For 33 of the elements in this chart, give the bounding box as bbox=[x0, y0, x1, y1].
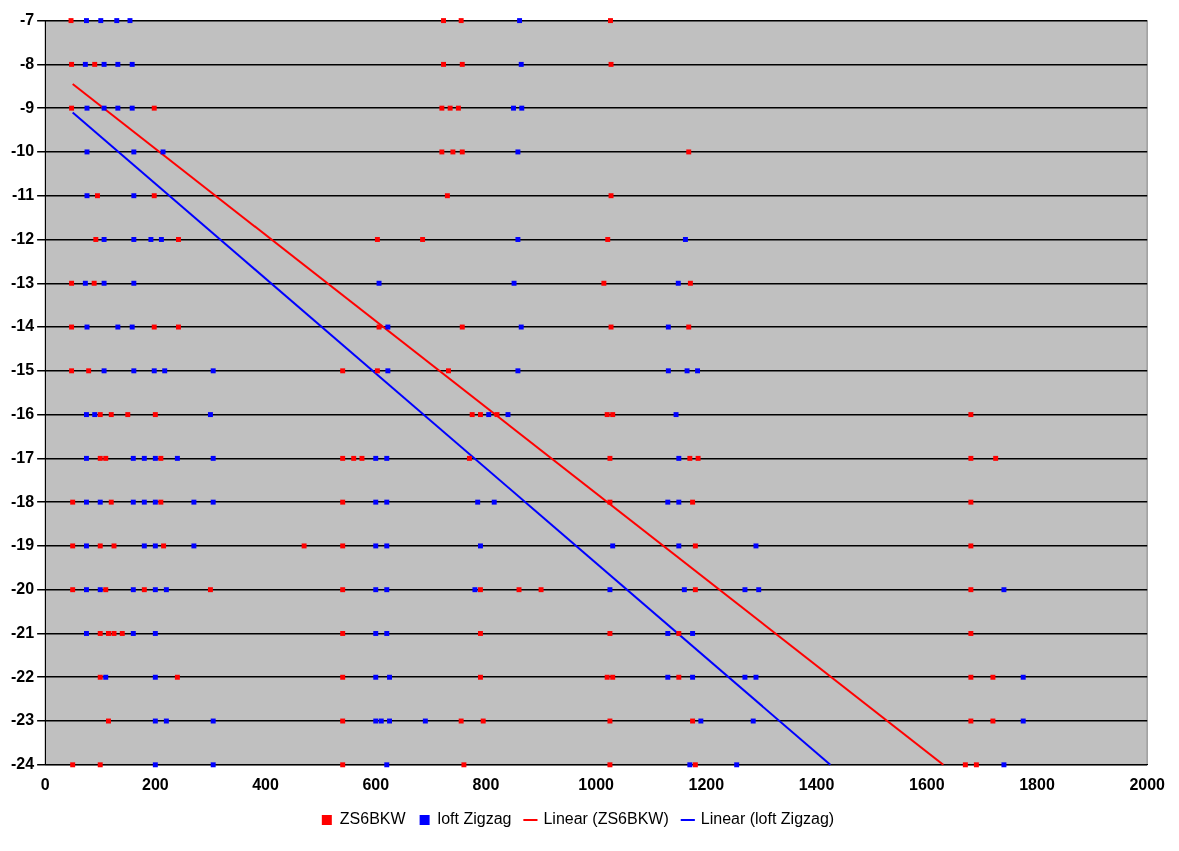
y-tick-label: -13 bbox=[11, 273, 35, 291]
x-tick-label: 1400 bbox=[798, 775, 835, 793]
y-tick-label: -17 bbox=[11, 448, 35, 466]
y-tick-label: -15 bbox=[11, 361, 35, 379]
x-tick-label: 200 bbox=[141, 775, 169, 793]
y-tick-label: -12 bbox=[11, 229, 35, 247]
x-tick-label: 1000 bbox=[578, 775, 615, 793]
y-tick-label: -7 bbox=[19, 11, 35, 29]
x-tick-label: 0 bbox=[40, 775, 50, 793]
x-tick-label: 1800 bbox=[1019, 775, 1055, 793]
y-tick-label: -16 bbox=[11, 404, 35, 422]
y-tick-label: -10 bbox=[11, 142, 35, 160]
y-tick-label: -8 bbox=[19, 54, 35, 72]
y-tick-label: -21 bbox=[11, 623, 35, 641]
x-tick-label: 600 bbox=[362, 775, 390, 793]
x-tick-label: 800 bbox=[472, 775, 500, 793]
x-tick-label: 1200 bbox=[688, 775, 725, 793]
y-tick-label: -20 bbox=[11, 580, 35, 598]
legend-label: Linear (loft Zigzag) bbox=[700, 810, 835, 828]
legend-label: Linear (ZS6BKW) bbox=[543, 810, 669, 828]
y-tick-label: -22 bbox=[11, 667, 35, 685]
y-tick-label: -14 bbox=[11, 317, 35, 335]
y-tick-label: -9 bbox=[19, 98, 35, 116]
y-tick-label: -18 bbox=[11, 492, 35, 510]
x-tick-label: 2000 bbox=[1129, 775, 1166, 793]
y-tick-label: -23 bbox=[11, 711, 35, 729]
y-tick-label: -24 bbox=[11, 755, 35, 773]
y-tick-label: -11 bbox=[11, 186, 35, 204]
y-tick-label: -19 bbox=[11, 536, 35, 554]
legend-label: ZS6BKW bbox=[339, 810, 407, 828]
x-tick-label: 1600 bbox=[908, 775, 945, 793]
x-tick-label: 400 bbox=[252, 775, 279, 793]
legend-label: loft Zigzag bbox=[437, 810, 512, 828]
